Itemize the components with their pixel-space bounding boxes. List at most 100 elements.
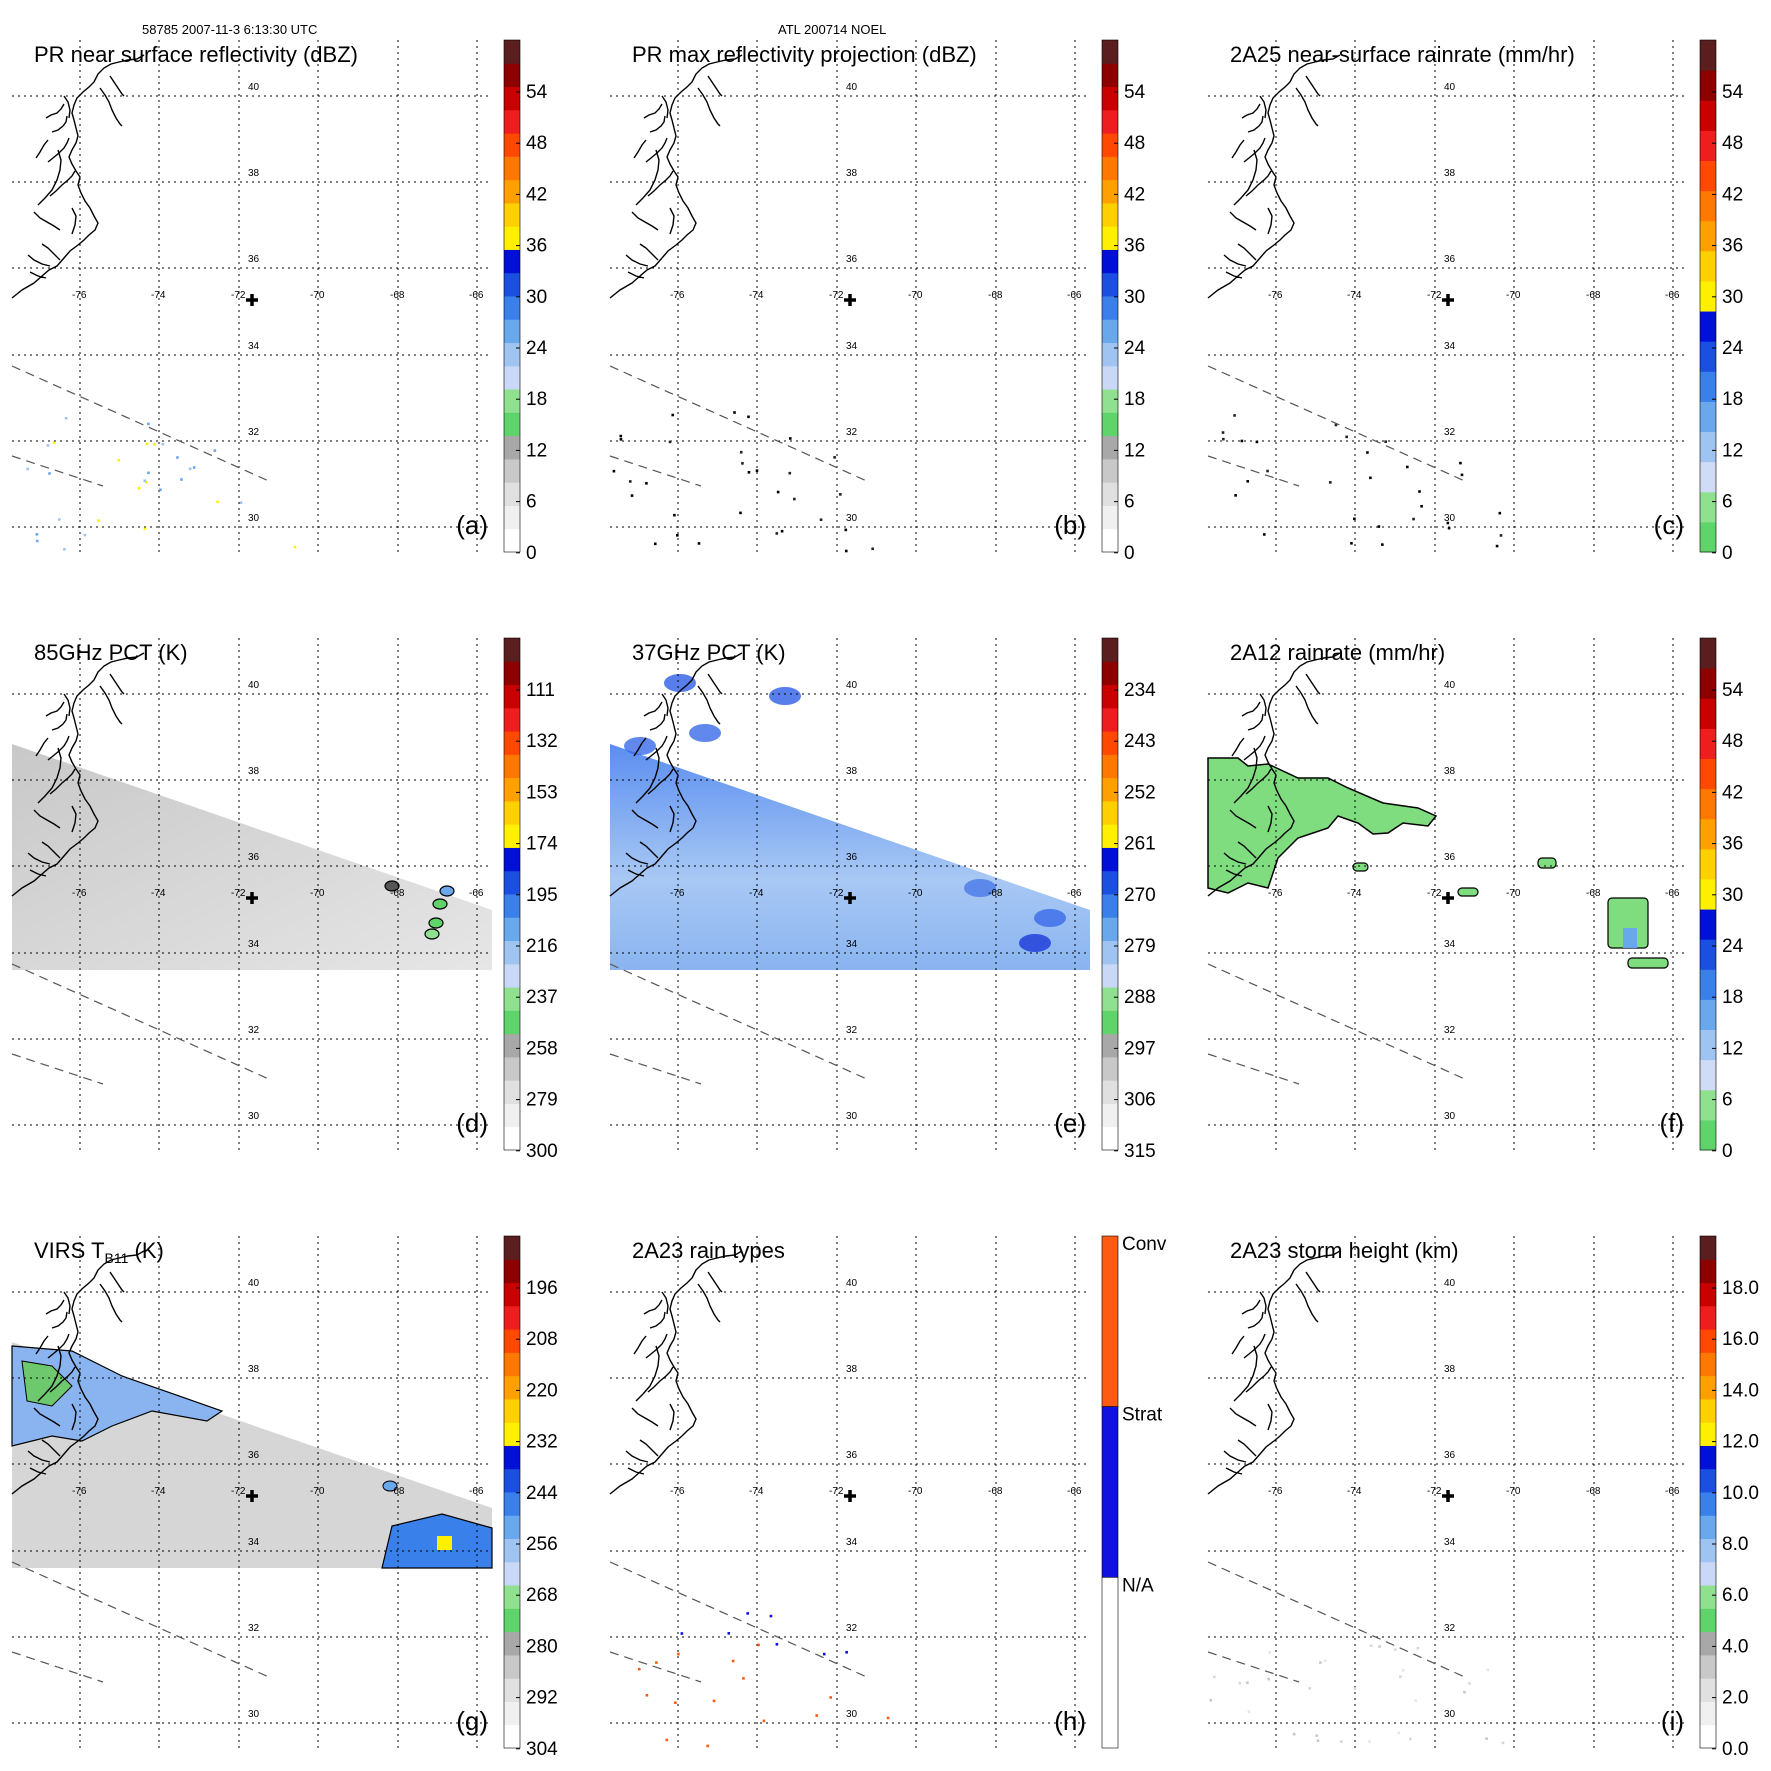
colorbar: 54 48 42 36 30 24 18 12 6 0 (1699, 39, 1744, 564)
colorbar-tick-label: 24 (526, 338, 548, 359)
colorbar-tick-label: 36 (1722, 236, 1743, 257)
colorbar-segment (1102, 917, 1118, 942)
coastline (1207, 54, 1341, 299)
lat-label: 38 (248, 1364, 260, 1375)
colorbar-segment (1102, 156, 1118, 181)
colorbar-segment (1102, 40, 1118, 64)
colorbar-tick-label: 6.0 (1722, 1585, 1748, 1606)
colorbar-segment (504, 1305, 520, 1330)
coastline (11, 54, 145, 299)
pr-echo (757, 1643, 760, 1647)
panel-title: 2A25 near-surface rainrate (mm/hr) (1230, 42, 1575, 67)
colorbar-segment (1102, 482, 1118, 506)
colorbar-tick-label: 12 (526, 440, 547, 461)
pr-echo (52, 441, 56, 444)
lon-label: -68 (390, 290, 405, 301)
pr-echo (1267, 1677, 1270, 1681)
lat-label: 30 (846, 1709, 858, 1720)
panel-f: -76 -74 -72 -70 -68 -66 40 38 36 34 32 30 2A12 rainr… (1207, 637, 1744, 1162)
colorbar-segment (1700, 1059, 1716, 1091)
colorbar-segment (1700, 818, 1716, 850)
coastline (11, 1250, 145, 1495)
lat-label: 38 (1444, 1364, 1456, 1375)
colorbar-segment (504, 482, 520, 506)
colorbar-segment (1700, 1329, 1716, 1353)
pr-echo (293, 545, 297, 549)
pr-echo (780, 529, 784, 533)
coastline (609, 652, 743, 897)
lat-label: 36 (846, 852, 858, 863)
colorbar-tick-label: 208 (526, 1329, 558, 1350)
lon-label: -74 (151, 888, 166, 899)
colorbar-segment (504, 1236, 520, 1260)
pr-echo (216, 500, 219, 504)
pr-echo (46, 444, 50, 447)
pr-echo (747, 471, 751, 474)
coastline (609, 1250, 743, 1495)
pr-echo (1369, 1644, 1373, 1648)
colorbar-segment (504, 40, 520, 64)
pr-echo (1501, 1741, 1505, 1745)
pr-echo (63, 547, 66, 551)
panel-label: (d) (456, 1108, 488, 1138)
orbit-info: 58785 2007-11-3 6:13:30 UTC (142, 22, 318, 37)
pr-echo (1323, 1659, 1327, 1662)
pr-echo (153, 443, 156, 446)
pr-echo (755, 469, 759, 472)
pr-echo (742, 1677, 745, 1680)
colorbar-segment (1102, 272, 1118, 297)
colorbar-segment (1102, 296, 1118, 320)
panel-e: -76 -74 -72 -70 -68 -66 40 38 36 34 32 30 37GHz PCT … (609, 637, 1156, 1162)
pr-echo (1384, 440, 1387, 443)
lon-label: -72 (231, 888, 246, 899)
lon-label: -66 (1067, 290, 1082, 301)
colorbar-segment (1700, 371, 1716, 402)
colorbar-segment (1700, 698, 1716, 729)
cold-cloud (11, 1345, 224, 1447)
pr-echo (1238, 1681, 1242, 1685)
colorbar-tick-label: 18 (1722, 987, 1743, 1008)
pr-echo (1420, 504, 1423, 508)
coastline (1207, 652, 1341, 897)
lat-label: 32 (846, 427, 858, 438)
pr-echo (739, 450, 743, 454)
colorbar-segment (504, 684, 520, 709)
lon-label: -66 (469, 290, 484, 301)
coastline (609, 54, 743, 299)
pr-echo (1353, 1687, 1357, 1690)
colorbar-frame (1101, 39, 1119, 553)
colorbar-segment (504, 1080, 520, 1104)
panel-label: (f) (1659, 1108, 1684, 1138)
pr-echo (1381, 543, 1384, 546)
pr-echo (1345, 435, 1348, 439)
swath-edge (609, 1053, 702, 1085)
pr-echo (871, 547, 874, 551)
colorbar-segment (504, 1538, 520, 1563)
colorbar-tick-label: 279 (526, 1090, 558, 1111)
colorbar: 54 48 42 36 30 24 18 12 6 0 (1699, 637, 1744, 1162)
panel-a: -76 -74 -72 -70 -68 -66 40 38 36 34 32 30 PR near su… (11, 39, 548, 564)
colorbar-tick-label: 8.0 (1722, 1534, 1748, 1555)
rain-cell (1537, 857, 1557, 869)
colorbar-segment (1102, 847, 1118, 872)
colorbar-segment (1102, 661, 1118, 686)
colorbar-segment (504, 1701, 520, 1726)
colorbar-tick-label: 18.0 (1722, 1278, 1759, 1299)
lat-label: 36 (1444, 254, 1456, 265)
colorbar-segment (1102, 319, 1118, 344)
colorbar-segment (504, 505, 520, 530)
colorbar-segment (504, 987, 520, 1011)
lat-label: 30 (846, 513, 858, 524)
colorbar-frame (1101, 637, 1119, 1151)
colorbar-segment (1102, 1103, 1118, 1128)
colorbar-segment (1700, 1608, 1716, 1633)
cold-cloud-core (21, 1360, 73, 1407)
colorbar-segment (1700, 1468, 1716, 1493)
panel-h: -76 -74 -72 -70 -68 -66 40 38 36 34 32 30 2A23 rain … (609, 1234, 1167, 1749)
colorbar-tick-label: 54 (1722, 82, 1744, 103)
pr-echo (161, 442, 165, 446)
swath-edge (609, 1561, 870, 1679)
pr-echo (143, 479, 147, 483)
colorbar-segment (1700, 1701, 1716, 1726)
pr-echo (1209, 1698, 1213, 1702)
